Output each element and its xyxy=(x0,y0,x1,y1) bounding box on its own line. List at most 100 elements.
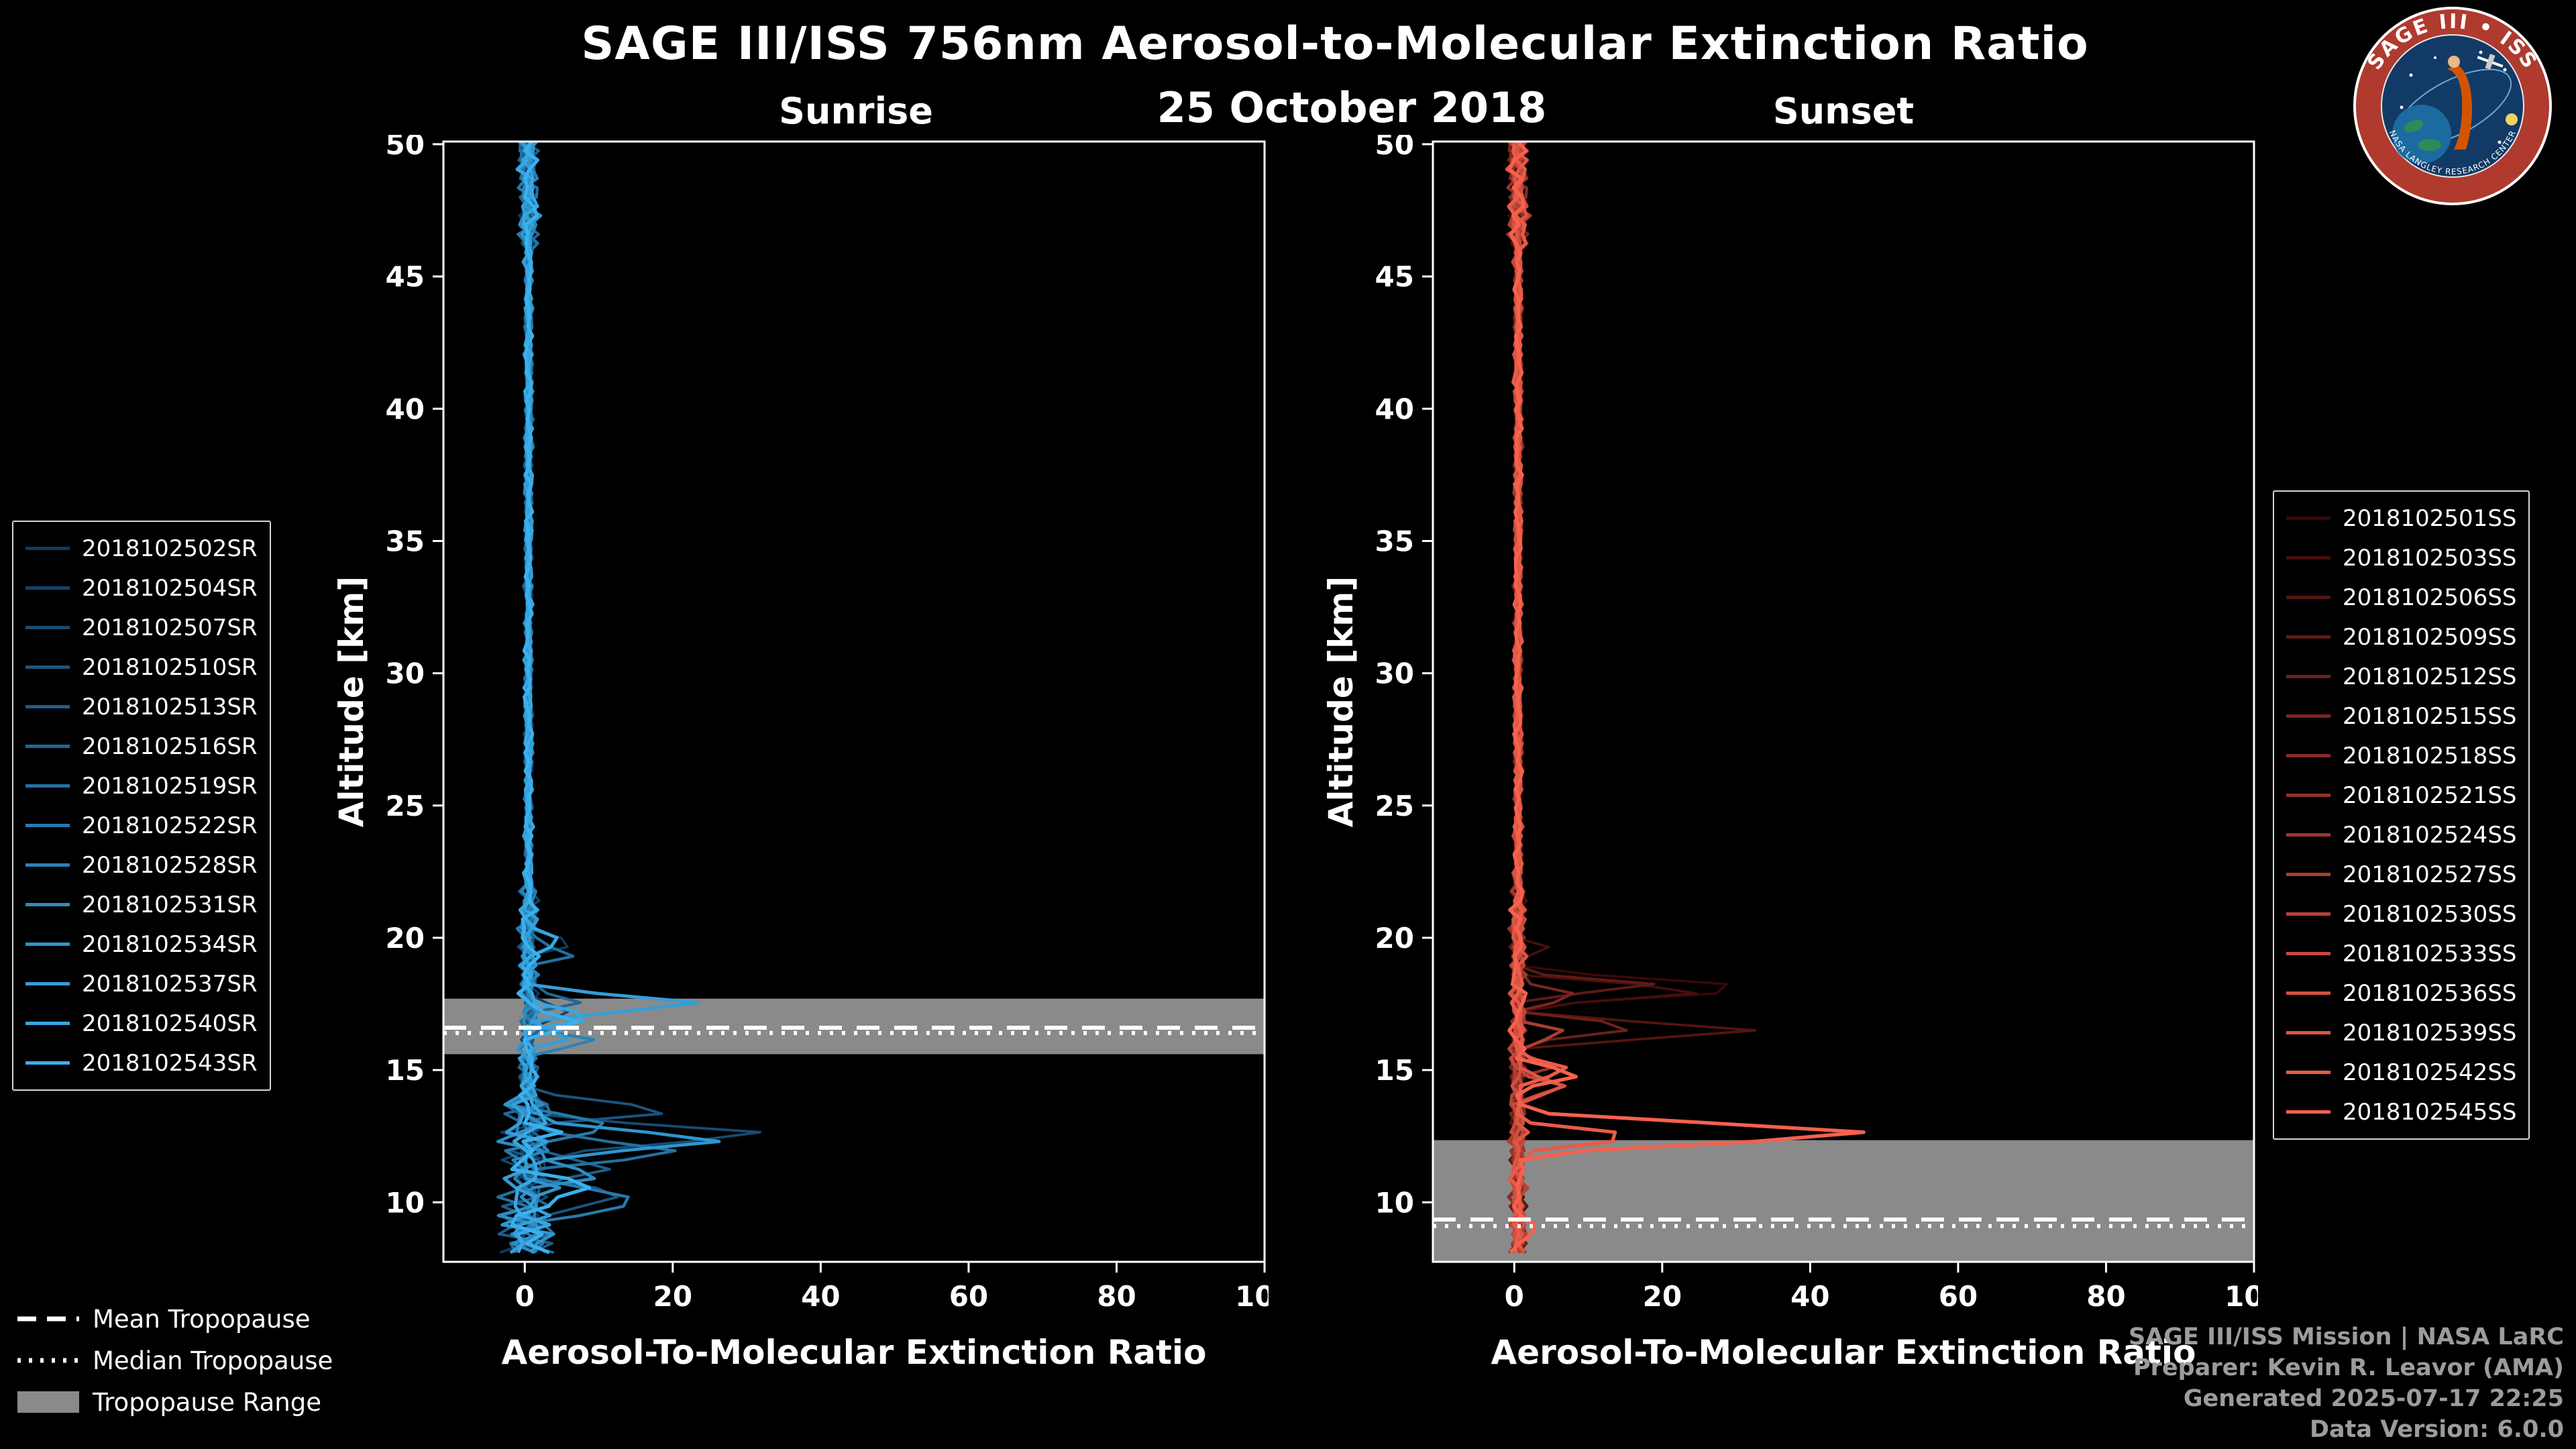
legend-line-swatch xyxy=(25,863,70,867)
legend-event-label: 2018102521SS xyxy=(2343,782,2517,809)
legend-item: 2018102530SS xyxy=(2286,894,2516,934)
legend-line-swatch xyxy=(25,982,70,985)
generated-timestamp: Generated 2025-07-17 22:25 xyxy=(2183,1385,2564,1412)
legend-line-swatch xyxy=(25,705,70,708)
median-tropopause-label: Median Tropopause xyxy=(93,1346,333,1375)
profile-line-2018102534SR xyxy=(500,142,721,1254)
legend-event-label: 2018102533SS xyxy=(2343,940,2517,967)
legend-line-swatch xyxy=(2286,675,2330,678)
legend-event-label: 2018102534SR xyxy=(82,930,258,958)
y-tick-label: 35 xyxy=(1375,525,1414,557)
legend-line-swatch xyxy=(2286,912,2330,916)
legend-event-label: 2018102542SS xyxy=(2343,1059,2517,1086)
legend-item: 2018102528SR xyxy=(25,845,258,885)
x-axis-label: Aerosol-To-Molecular Extinction Ratio xyxy=(502,1333,1207,1372)
legend-line-swatch xyxy=(25,903,70,906)
profile-line-2018102507SR xyxy=(500,142,761,1254)
legend-event-label: 2018102537SR xyxy=(82,970,258,998)
data-version: Data Version: 6.0.0 xyxy=(2309,1416,2564,1443)
sage-iss-mission-patch: SAGE III • ISS NASA LANGLEY RESEARCH CEN… xyxy=(2353,7,2552,205)
plot-area xyxy=(443,142,1265,1254)
legend-item: 2018102506SS xyxy=(2286,578,2516,617)
axes-frame xyxy=(1432,140,2255,1263)
y-tick-label: 15 xyxy=(1375,1054,1414,1087)
y-axis-label: Altitude [km] xyxy=(332,576,371,828)
y-tick-label: 25 xyxy=(1375,790,1414,822)
preparer-credit: Preparer: Kevin R. Leavor (AMA) xyxy=(2133,1354,2564,1381)
legend-line-swatch xyxy=(25,745,70,748)
y-tick-label: 50 xyxy=(1375,135,1414,161)
legend-event-label: 2018102513SR xyxy=(82,693,258,720)
gray-band-swatch xyxy=(17,1391,79,1413)
y-tick-label: 30 xyxy=(386,657,425,690)
legend-item: 2018102540SR xyxy=(25,1004,258,1043)
x-tick-label: 100 xyxy=(2224,1280,2258,1313)
legend-event-label: 2018102503SS xyxy=(2343,544,2517,572)
legend-event-label: 2018102522SR xyxy=(82,812,258,839)
legend-event-label: 2018102528SR xyxy=(82,851,258,879)
y-tick-label: 30 xyxy=(1375,657,1414,690)
legend-item: 2018102515SS xyxy=(2286,696,2516,736)
legend-event-label: 2018102515SS xyxy=(2343,702,2517,730)
y-tick-label: 45 xyxy=(1375,260,1414,293)
legend-line-swatch xyxy=(25,626,70,629)
y-tick-label: 20 xyxy=(1375,922,1414,955)
profile-line-2018102531SR xyxy=(496,142,596,1254)
legend-line-swatch xyxy=(2286,714,2330,718)
legend-event-label: 2018102510SR xyxy=(82,653,258,681)
tropopause-legend: Mean Tropopause Median Tropopause Tropop… xyxy=(17,1300,333,1421)
dashed-line-swatch xyxy=(17,1316,79,1322)
legend-event-label: 2018102519SR xyxy=(82,772,258,800)
tropopause-range-legend-row: Tropopause Range xyxy=(17,1383,333,1421)
profile-line-2018102513SR xyxy=(497,142,611,1254)
legend-item: 2018102531SR xyxy=(25,885,258,924)
y-tick-label: 10 xyxy=(386,1186,425,1219)
legend-event-label: 2018102540SR xyxy=(82,1010,258,1037)
legend-item: 2018102524SS xyxy=(2286,815,2516,855)
legend-item: 2018102536SS xyxy=(2286,973,2516,1013)
profile-line-2018102516SR xyxy=(503,142,582,1254)
profile-line-2018102512SS xyxy=(1508,142,1628,1254)
x-tick-label: 80 xyxy=(2086,1280,2125,1313)
legend-event-label: 2018102516SR xyxy=(82,733,258,760)
y-tick-label: 15 xyxy=(386,1054,425,1087)
legend-event-label: 2018102509SS xyxy=(2343,623,2517,651)
legend-item: 2018102512SS xyxy=(2286,657,2516,696)
mean-tropopause-label: Mean Tropopause xyxy=(93,1304,311,1334)
legend-line-swatch xyxy=(25,547,70,550)
legend-event-label: 2018102543SR xyxy=(82,1049,258,1077)
legend-item: 2018102501SS xyxy=(2286,498,2516,538)
legend-item: 2018102519SR xyxy=(25,766,258,806)
dotted-line-swatch xyxy=(17,1358,79,1363)
axes-frame xyxy=(442,140,1266,1263)
legend-line-swatch xyxy=(25,784,70,788)
robed-figure-icon xyxy=(2447,64,2472,150)
x-tick-label: 80 xyxy=(1097,1280,1136,1313)
profile-line-2018102543SR xyxy=(510,142,592,1254)
date-subtitle: 25 October 2018 xyxy=(1157,83,1547,132)
x-tick-label: 20 xyxy=(1643,1280,1682,1313)
sunrise-chart: 0 20 40 60 80 100 10 15 20 25 30 35 40 45 50 Aerosol-To… xyxy=(332,135,1269,1372)
legend-line-swatch xyxy=(25,665,70,669)
legend-item: 2018102537SR xyxy=(25,964,258,1004)
legend-line-swatch xyxy=(25,1022,70,1025)
y-tick-label: 25 xyxy=(386,790,425,822)
moon-icon xyxy=(2506,113,2518,125)
legend-line-swatch xyxy=(2286,952,2330,955)
credits-footer: SAGE III/ISS Mission | NASA LaRC Prepare… xyxy=(2129,1322,2564,1445)
legend-line-swatch xyxy=(2286,1031,2330,1034)
legend-line-swatch xyxy=(2286,556,2330,559)
legend-event-label: 2018102507SR xyxy=(82,614,258,641)
legend-line-swatch xyxy=(25,586,70,590)
legend-item: 2018102534SR xyxy=(25,924,258,964)
iss-icon xyxy=(2477,54,2504,70)
legend-event-label: 2018102536SS xyxy=(2343,979,2517,1007)
legend-item: 2018102539SS xyxy=(2286,1013,2516,1053)
sunset-chart: 0 20 40 60 80 100 10 15 20 25 30 35 40 45 50 Aerosol-To… xyxy=(1322,135,2258,1372)
legend-line-swatch xyxy=(2286,1110,2330,1114)
legend-event-label: 2018102504SR xyxy=(82,574,258,602)
mission-credit: SAGE III/ISS Mission | NASA LaRC xyxy=(2128,1324,2564,1350)
legend-event-label: 2018102502SR xyxy=(82,535,258,562)
legend-item: 2018102522SR xyxy=(25,806,258,845)
